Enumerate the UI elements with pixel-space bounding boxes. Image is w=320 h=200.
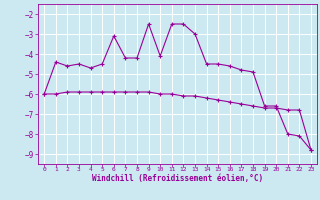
X-axis label: Windchill (Refroidissement éolien,°C): Windchill (Refroidissement éolien,°C) xyxy=(92,174,263,183)
